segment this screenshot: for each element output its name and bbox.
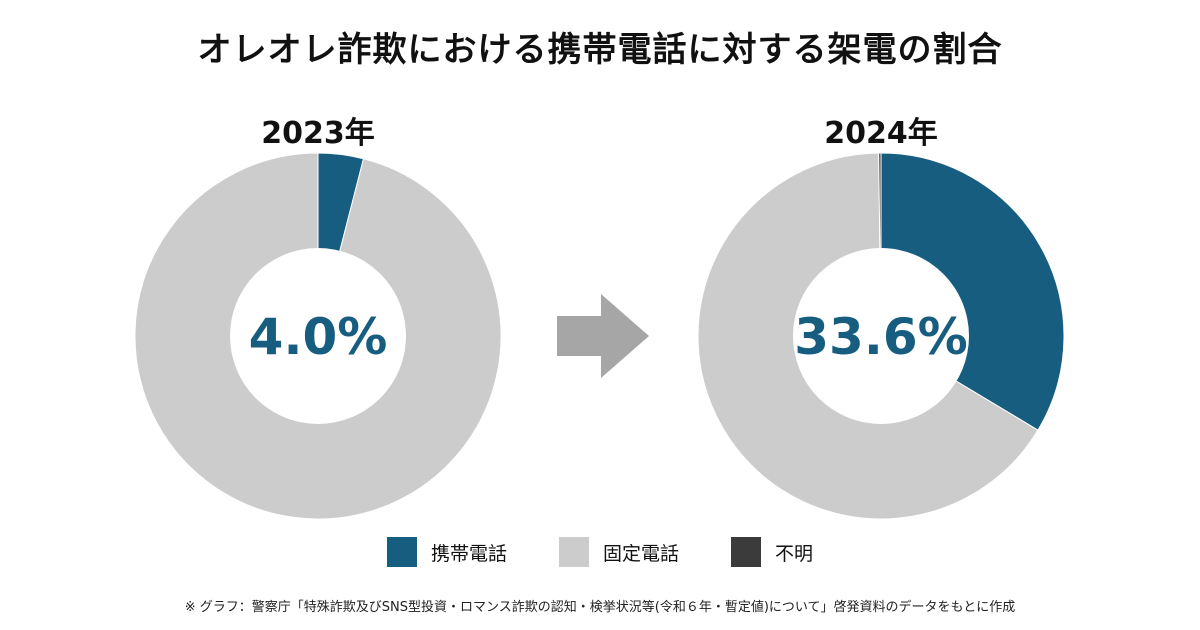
- source-note: ※ グラフ：警察庁「特殊詐欺及びSNS型投資・ロマンス詐欺の認知・検挙状況等(令…: [184, 600, 1016, 615]
- legend-item-unknown: 不明: [731, 537, 813, 567]
- donut-2023-title: 2023年: [261, 116, 375, 151]
- donut-center-value: 4.0%: [249, 308, 388, 366]
- arrow-right-icon: [557, 294, 649, 378]
- legend-label-unknown: 不明: [775, 542, 814, 565]
- legend: 携帯電話 固定電話 不明: [0, 537, 1200, 567]
- donut-chart-2024: 33.6%: [697, 152, 1065, 520]
- legend-label-landline: 固定電話: [602, 542, 679, 565]
- donut-chart-2023: 4.0%: [134, 152, 502, 520]
- donut-slice-unknown: [878, 152, 882, 337]
- legend-swatch-unknown: [731, 537, 761, 567]
- donut-center-value: 33.6%: [794, 308, 967, 366]
- donut-2024-title: 2024年: [824, 116, 938, 151]
- legend-item-landline: 固定電話: [558, 537, 679, 567]
- chart-title: オレオレ詐欺における携帯電話に対する架電の割合: [197, 30, 1003, 70]
- donut-hole: [793, 248, 969, 424]
- legend-item-mobile: 携帯電話: [386, 537, 507, 567]
- legend-swatch-mobile: [386, 537, 417, 567]
- legend-label-mobile: 携帯電話: [430, 542, 507, 565]
- donut-hole: [230, 248, 406, 424]
- legend-swatch-landline: [558, 537, 589, 567]
